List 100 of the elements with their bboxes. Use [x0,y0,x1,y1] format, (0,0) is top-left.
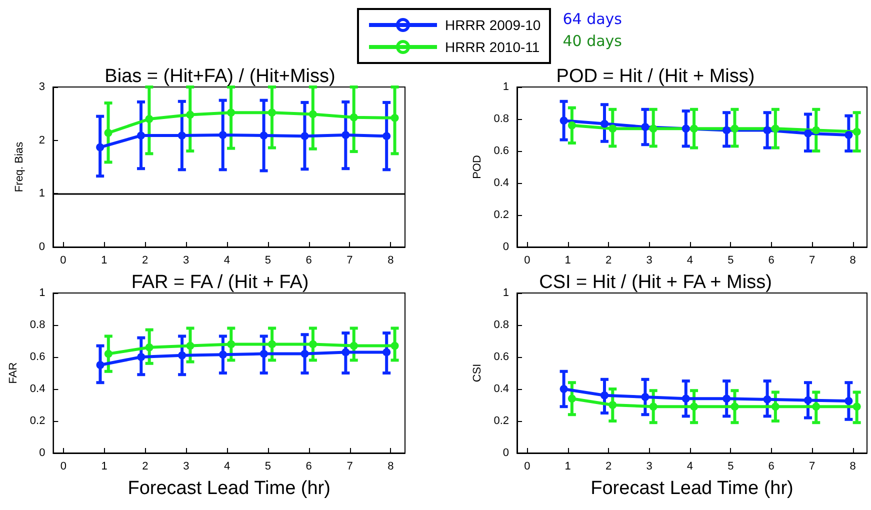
point [145,115,154,123]
point [763,395,772,404]
point [608,124,617,133]
x-axis-title: Forecast Lead Time (hr) [590,478,794,499]
point [104,350,112,358]
point [560,385,568,393]
point [342,348,350,356]
x-tick-label: 7 [808,460,816,472]
point [568,394,576,403]
x-tick-label: 5 [728,254,734,266]
x-tick-label: 5 [728,460,734,472]
point [350,342,358,350]
point [137,353,146,361]
x-tick-label: 2 [606,254,612,266]
y-tick-label: 0 [502,447,509,459]
point [730,402,739,411]
point [568,121,576,130]
point [771,124,780,133]
y-tick-label: 0.4 [30,383,46,395]
point [268,340,276,348]
y-axis-title: CSI [471,364,484,382]
point [308,110,317,118]
x-tick-label: 3 [182,254,190,266]
point [350,113,358,122]
x-tick-label: 7 [808,254,816,266]
point [96,143,104,152]
point [390,114,399,122]
x-tick-label: 4 [224,460,230,472]
x-tick-label: 5 [264,254,271,266]
point [300,132,309,140]
text: 40 days [562,32,622,52]
x-tick-label: 8 [388,460,394,472]
point [300,350,309,358]
x-tick-label: 3 [183,460,190,472]
legend-label: HRRR 2009-10 [445,17,541,33]
point [390,342,399,350]
y-axis-title: FAR [8,362,20,384]
point [852,128,861,136]
point [178,132,186,140]
x-tick-label: 1 [564,254,571,266]
y-tick-label: 0.8 [494,319,509,331]
text: 64 days [562,10,622,30]
y-tick-label: 3 [38,81,45,93]
legend-label: HRRR 2010-11 [445,39,540,55]
x-tick-label: 8 [850,460,856,472]
y-tick-label: 1 [38,188,45,200]
x-tick-label: 6 [306,460,312,472]
y-tick-label: 0.2 [30,415,46,427]
y-tick-label: 0.4 [494,177,509,189]
x-tick-label: 6 [768,460,774,472]
x-tick-label: 0 [60,460,66,472]
y-tick-label: 0.8 [494,113,509,125]
point [730,124,739,133]
x-tick-label: 1 [564,460,571,472]
point [600,120,608,128]
y-tick-label: 0.6 [30,351,46,363]
point [690,402,698,411]
x-tick-label: 0 [524,460,530,472]
y-tick-label: 1 [39,287,46,299]
point [722,126,731,134]
y-tick-label: 0.4 [494,383,509,395]
x-tick-label: 2 [606,460,612,472]
x-tick-label: 7 [346,460,353,472]
x-tick-label: 8 [850,254,856,266]
point [600,391,608,400]
point [804,396,812,404]
y-tick-label: 0 [502,241,509,253]
y-tick-label: 1 [502,287,509,299]
point [641,123,650,131]
chart-title: CSI = Hit / (Hit + FA + Miss) [539,272,772,293]
x-tick-label: 0 [524,254,530,266]
point [852,402,861,411]
x-tick-label: 0 [60,254,66,266]
point [682,124,690,133]
x-tick-label: 3 [646,460,652,472]
point [804,129,812,138]
chart-title: FAR = FA / (Hit + FA) [131,272,309,293]
y-tick-label: 0 [38,241,45,253]
x-tick-label: 4 [224,254,230,266]
point [186,342,194,350]
point [771,402,780,411]
point [649,124,658,133]
y-tick-label: 0.2 [494,209,509,221]
x-tick-label: 2 [142,460,148,472]
point [608,401,617,409]
point [178,351,186,360]
x-tick-label: 4 [686,460,694,472]
point [137,132,145,140]
point [763,126,772,134]
y-axis-title: Freq. Bias [14,141,26,192]
x-tick-label: 3 [646,254,652,266]
y-tick-label: 0 [39,447,46,459]
y-tick-label: 0.6 [494,351,509,363]
point [227,340,236,348]
point [96,361,104,369]
x-tick-label: 4 [686,254,694,266]
x-tick-label: 8 [388,254,394,266]
point [260,350,268,358]
point [844,131,853,139]
point [218,350,227,359]
